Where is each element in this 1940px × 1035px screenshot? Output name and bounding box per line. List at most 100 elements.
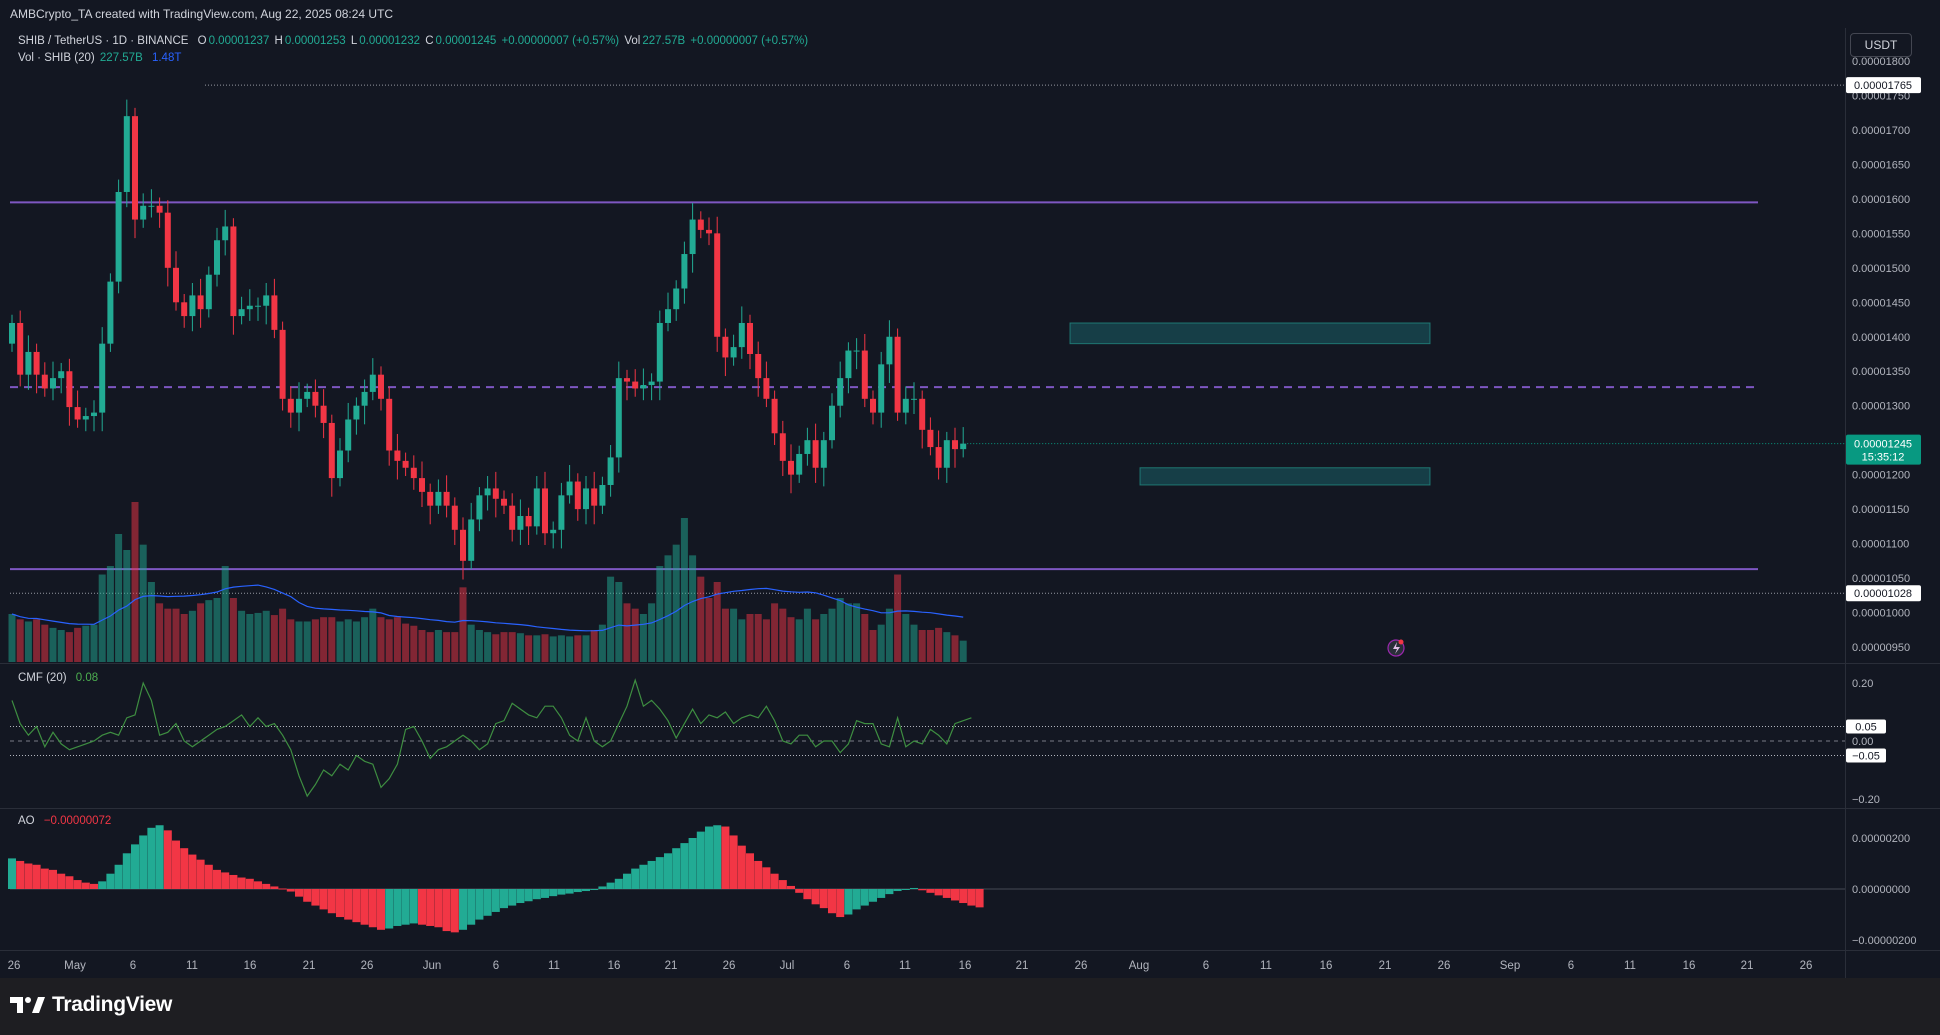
- candle: [173, 251, 179, 311]
- candle: [287, 386, 294, 428]
- candle-body: [41, 374, 48, 389]
- tradingview-logo[interactable]: TradingView: [10, 993, 172, 1017]
- candle-body: [156, 205, 163, 213]
- ao-bar: [557, 889, 566, 895]
- volume-bar: [180, 614, 188, 662]
- candle-body: [255, 305, 261, 307]
- cmf-upper-label: 0.05: [1855, 722, 1876, 734]
- candle: [148, 189, 155, 218]
- price-axis-tick: 0.00001750: [1852, 90, 1910, 102]
- volume-bar: [451, 632, 459, 662]
- volume-bar: [197, 603, 205, 662]
- candle-body: [132, 116, 138, 220]
- low-value: 0.00001232: [359, 35, 420, 47]
- x-axis-tick: 11: [186, 960, 198, 972]
- candle-body: [378, 374, 384, 399]
- volume-bar: [844, 603, 852, 662]
- ao-bar: [278, 888, 287, 890]
- ao-bar: [90, 883, 98, 889]
- candle-body: [58, 371, 65, 379]
- candle: [714, 216, 721, 352]
- x-axis-tick: 11: [1624, 960, 1636, 972]
- volume-bar: [885, 608, 893, 662]
- volume-bar: [607, 576, 615, 662]
- candle-body: [312, 391, 319, 406]
- candle: [451, 497, 458, 545]
- volume-bar: [16, 619, 24, 662]
- ao-bar: [655, 857, 664, 889]
- price-axis-tick: 0.00001100: [1852, 539, 1909, 551]
- candle: [894, 328, 901, 421]
- volume-bar: [689, 555, 697, 662]
- candle: [755, 341, 762, 397]
- lightning-icon-glyph: [1393, 642, 1400, 654]
- ao-bar: [270, 886, 279, 889]
- vol-change-value: +0.00000007 (+0.57%): [690, 35, 809, 47]
- volume-ma-line: [11, 584, 964, 632]
- candle: [722, 328, 729, 377]
- volume-bar: [721, 608, 729, 662]
- ao-bar: [639, 864, 648, 889]
- currency-button[interactable]: USDT: [1850, 33, 1912, 57]
- price-legend: SHIB / TetherUS · 1D · BINANCE O 0.000012…: [18, 35, 810, 47]
- x-axis-tick: Jul: [780, 960, 795, 972]
- volume-bar: [74, 627, 82, 662]
- candle: [943, 431, 950, 483]
- countdown-label: 15:35:12: [1862, 452, 1905, 464]
- candle-body: [140, 205, 147, 220]
- volume-bar: [500, 632, 508, 662]
- x-axis-tick: 6: [1568, 960, 1574, 972]
- ao-bar: [8, 858, 16, 889]
- volume-bar: [33, 619, 41, 662]
- candle: [189, 282, 196, 332]
- volume-bar: [164, 608, 172, 662]
- candle: [574, 473, 581, 521]
- candle: [140, 193, 147, 228]
- candle-body: [287, 398, 294, 413]
- x-axis-tick: 26: [1438, 960, 1451, 972]
- cmf-line: [11, 678, 972, 798]
- candle: [509, 493, 516, 542]
- chart-svg[interactable]: 0.00001800 0.00001750 0.00001700 0.00001650…: [0, 28, 1940, 978]
- vol-indicator-value-1: 227.57B: [99, 52, 143, 64]
- vol-label: Vol: [624, 35, 641, 47]
- candle-body: [673, 288, 680, 310]
- price-axis-tick: 0.00001200: [1852, 470, 1910, 482]
- candle-body: [714, 233, 721, 337]
- candle-body: [25, 351, 32, 375]
- ao-bar: [344, 889, 353, 920]
- candle-body: [492, 488, 499, 499]
- candle: [697, 211, 704, 239]
- volume-bar: [82, 625, 90, 662]
- candle: [246, 289, 253, 321]
- ao-bar: [508, 889, 517, 906]
- candle: [17, 310, 24, 387]
- candle-body: [624, 378, 630, 382]
- volume-bar: [918, 630, 926, 662]
- open-value: 0.00001237: [208, 35, 270, 47]
- ao-bar: [426, 889, 435, 926]
- candle: [533, 476, 540, 535]
- volume-bar: [320, 617, 328, 662]
- volume-bar: [951, 635, 959, 662]
- volume-bar: [557, 635, 565, 662]
- volume-bar: [738, 619, 746, 662]
- chart-area[interactable]: 0.00001800 0.00001750 0.00001700 0.00001650…: [0, 28, 1940, 978]
- volume-bar: [787, 617, 795, 662]
- footer: TradingView: [0, 978, 1940, 1035]
- candle-body: [246, 305, 253, 310]
- candle-body: [238, 309, 245, 317]
- ao-bar: [393, 889, 402, 926]
- ao-bar: [106, 873, 115, 889]
- ao-bar: [541, 889, 549, 898]
- candle-body: [796, 453, 803, 475]
- x-axis-tick: 26: [8, 960, 21, 972]
- candle-body: [386, 398, 393, 451]
- volume-bar: [902, 614, 910, 662]
- candle: [402, 452, 409, 477]
- candle: [820, 431, 827, 487]
- ao-bar: [549, 889, 558, 897]
- ao-bar: [434, 889, 443, 928]
- ao-bar: [360, 889, 369, 925]
- candle-body: [419, 478, 425, 492]
